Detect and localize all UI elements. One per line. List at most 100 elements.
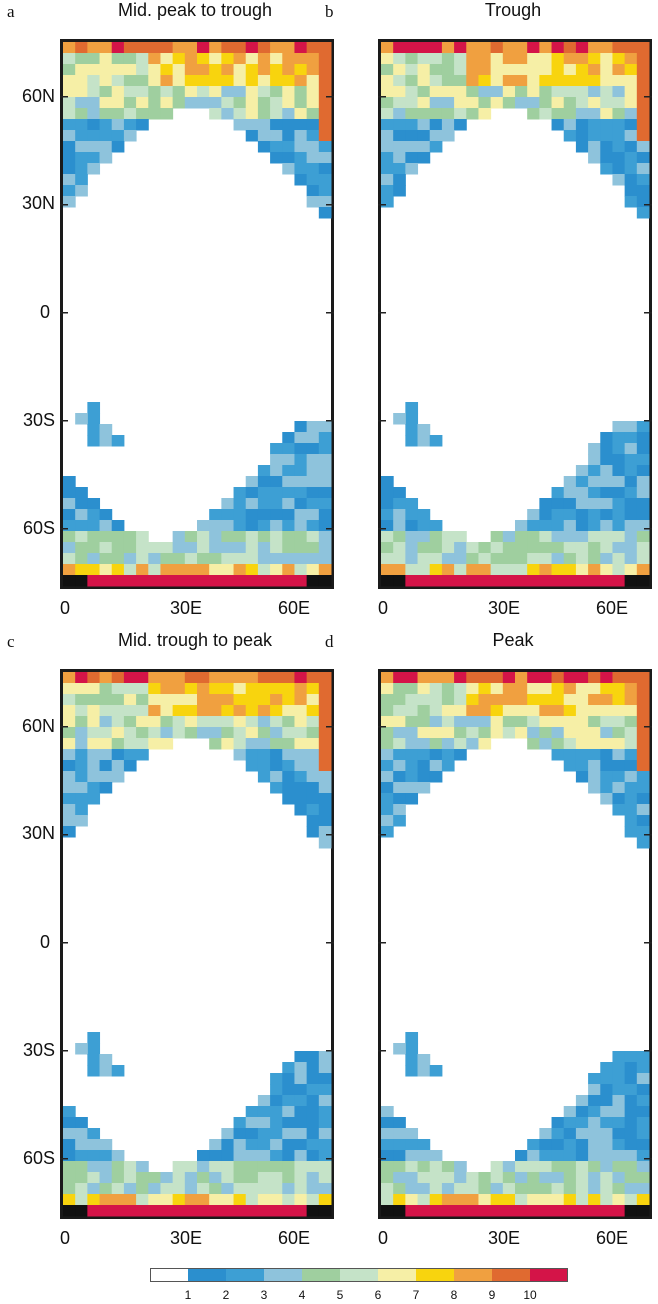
- heatmap-cell: [318, 174, 332, 186]
- tick-mark: [326, 528, 334, 530]
- heatmap-cell: [612, 97, 626, 109]
- heatmap-cell: [221, 575, 235, 587]
- heatmap-cell: [612, 804, 626, 816]
- heatmap-cell: [245, 553, 259, 565]
- heatmap-cell: [306, 42, 320, 54]
- heatmap-cell: [111, 1172, 125, 1184]
- heatmap-cell: [588, 487, 601, 499]
- heatmap-cell: [136, 64, 149, 76]
- heatmap-cell: [197, 53, 210, 65]
- heatmap-cell: [612, 793, 626, 805]
- heatmap-cell: [221, 683, 235, 695]
- heatmap-cell: [515, 1172, 528, 1184]
- heatmap-cell: [381, 1117, 394, 1129]
- heatmap-cell: [294, 487, 308, 499]
- heatmap-cell: [306, 498, 320, 510]
- heatmap-cell: [148, 42, 161, 54]
- heatmap-cell: [282, 454, 295, 466]
- heatmap-cell: [563, 705, 577, 717]
- heatmap-cell: [111, 435, 125, 447]
- heatmap-cell: [515, 694, 528, 706]
- heatmap-cell: [624, 1205, 638, 1217]
- heatmap-cell: [245, 130, 259, 142]
- heatmap-cell: [393, 1139, 406, 1151]
- heatmap-cell: [636, 804, 650, 816]
- heatmap-cell: [441, 108, 455, 120]
- heatmap-cell: [63, 498, 76, 510]
- tick-mark: [60, 312, 68, 314]
- heatmap-cell: [306, 1183, 320, 1195]
- heatmap-cell: [588, 1205, 601, 1217]
- heatmap-cell: [245, 542, 259, 554]
- heatmap-cell: [245, 1139, 259, 1151]
- heatmap-cell: [466, 64, 479, 76]
- heatmap-cell: [502, 75, 516, 87]
- heatmap-cell: [624, 542, 638, 554]
- heatmap-cell: [160, 75, 174, 87]
- heatmap-cell: [588, 75, 601, 87]
- heatmap-cell: [515, 97, 528, 109]
- heatmap-plot: [378, 669, 652, 1219]
- heatmap-cell: [539, 1139, 553, 1151]
- lat-label-0: 0: [39, 932, 50, 952]
- heatmap-cell: [527, 64, 540, 76]
- heatmap-cell: [209, 672, 222, 684]
- heatmap-cell: [87, 760, 101, 772]
- heatmap-cell: [588, 683, 601, 695]
- heatmap-cell: [405, 520, 419, 532]
- heatmap-cell: [563, 1117, 577, 1129]
- heatmap-cell: [221, 531, 235, 543]
- heatmap-cell: [257, 531, 271, 543]
- heatmap-cell: [87, 163, 101, 175]
- heatmap-cell: [136, 564, 149, 576]
- heatmap-cell: [527, 564, 540, 576]
- heatmap-cell: [502, 42, 516, 54]
- heatmap-cell: [75, 42, 88, 54]
- heatmap-cell: [270, 108, 283, 120]
- heatmap-cell: [75, 86, 88, 98]
- heatmap-cell: [393, 1183, 406, 1195]
- heatmap-cell: [612, 86, 626, 98]
- heatmap-cell: [294, 1084, 308, 1096]
- heatmap-cell: [551, 42, 565, 54]
- heatmap-cell: [393, 152, 406, 164]
- heatmap-cell: [405, 1128, 419, 1140]
- heatmap-cell: [600, 553, 613, 565]
- heatmap-cell: [612, 1194, 626, 1206]
- heatmap-cell: [405, 771, 419, 783]
- heatmap-cell: [393, 815, 406, 827]
- heatmap-cell: [257, 727, 271, 739]
- heatmap-cell: [63, 97, 76, 109]
- heatmap-cell: [306, 793, 320, 805]
- heatmap-cell: [466, 705, 479, 717]
- heatmap-cell: [197, 705, 210, 717]
- heatmap-cell: [636, 531, 650, 543]
- heatmap-cell: [318, 749, 332, 761]
- heatmap-cell: [270, 1139, 283, 1151]
- heatmap-cell: [454, 683, 467, 695]
- heatmap-cell: [87, 86, 101, 98]
- heatmap-cell: [63, 727, 76, 739]
- heatmap-cell: [123, 575, 137, 587]
- heatmap-cell: [306, 108, 320, 120]
- heatmap-cell: [306, 749, 320, 761]
- heatmap-cell: [209, 1139, 222, 1151]
- colorbar-label: 2: [222, 1288, 230, 1302]
- heatmap-cell: [306, 1161, 320, 1173]
- heatmap-cell: [429, 575, 443, 587]
- heatmap-cell: [588, 782, 601, 794]
- colorbar: 1 2 3 4 5 6 7 8 9 10: [150, 1268, 570, 1304]
- heatmap-cell: [282, 1161, 295, 1173]
- heatmap-cell: [466, 575, 479, 587]
- heatmap-cell: [405, 402, 419, 414]
- heatmap-cell: [294, 75, 308, 87]
- heatmap-cell: [270, 130, 283, 142]
- heatmap-cell: [197, 1183, 210, 1195]
- heatmap-cell: [502, 64, 516, 76]
- heatmap-cell: [588, 130, 601, 142]
- heatmap-cell: [600, 454, 613, 466]
- heatmap-cell: [318, 815, 332, 827]
- heatmap-cell: [405, 1194, 419, 1206]
- heatmap-cell: [417, 760, 431, 772]
- heatmap-cell: [539, 1161, 553, 1173]
